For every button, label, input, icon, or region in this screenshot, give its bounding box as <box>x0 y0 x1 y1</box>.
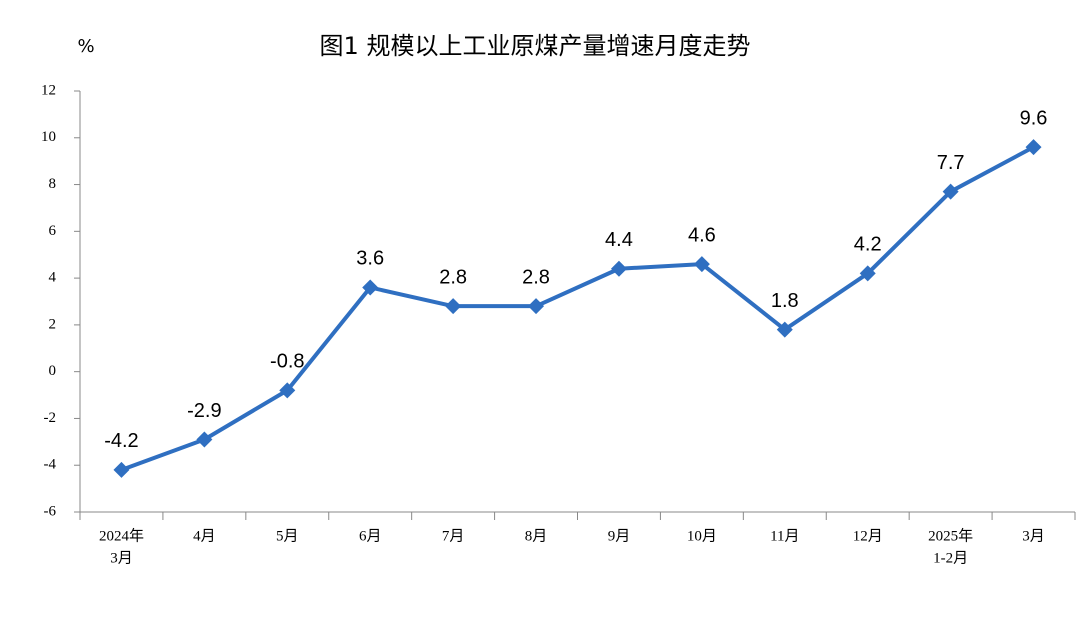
marker <box>942 183 959 200</box>
data-label: -2.9 <box>187 400 221 422</box>
chart-title: 图1 规模以上工业原煤产量增速月度走势 <box>320 32 751 60</box>
data-label: 2.8 <box>439 266 467 288</box>
x-tick-label: 10月 <box>687 528 717 544</box>
x-tick-label: 4月 <box>193 528 216 544</box>
data-label: 4.6 <box>688 224 716 246</box>
x-tick-label: 1-2月 <box>933 550 968 566</box>
data-label: 4.4 <box>605 229 633 251</box>
y-tick-label: -4 <box>44 457 57 473</box>
data-label: 3.6 <box>356 248 384 270</box>
data-label: 7.7 <box>937 152 965 174</box>
y-tick-label: 6 <box>49 223 57 239</box>
data-label: 4.2 <box>854 234 882 256</box>
marker <box>528 298 545 315</box>
marker <box>610 260 627 277</box>
marker <box>445 298 462 315</box>
x-tick-label: 2024年 <box>99 527 144 544</box>
data-label: 2.8 <box>522 266 550 288</box>
marker <box>1025 139 1042 156</box>
marker <box>196 431 213 448</box>
x-tick-label: 3月 <box>1022 528 1045 544</box>
x-tick-label: 12月 <box>853 528 883 544</box>
marker <box>113 461 130 478</box>
y-tick-label: -2 <box>44 410 57 426</box>
data-line <box>120 145 1035 472</box>
y-tick-label: -6 <box>44 503 57 519</box>
data-label: -4.2 <box>104 430 138 452</box>
y-tick-label: 4 <box>49 270 57 286</box>
marker <box>693 256 710 273</box>
x-tick-label: 3月 <box>110 550 133 566</box>
y-tick-label: 2 <box>49 316 57 332</box>
y-tick-label: 10 <box>41 129 56 145</box>
y-tick-label: 0 <box>49 363 57 379</box>
marker <box>859 265 876 282</box>
y-tick-label: 12 <box>41 82 56 98</box>
data-label: -0.8 <box>270 351 304 373</box>
x-tick-label: 7月 <box>442 528 465 544</box>
x-tick-label: 9月 <box>608 528 631 544</box>
y-unit: % <box>77 36 94 57</box>
marker <box>362 279 379 296</box>
x-tick-label: 8月 <box>525 528 548 544</box>
y-tick-label: 8 <box>49 176 57 192</box>
x-tick-label: 11月 <box>770 528 799 544</box>
marker <box>279 382 296 399</box>
x-tick-label: 5月 <box>276 528 299 544</box>
x-tick-label: 2025年 <box>928 527 973 544</box>
x-tick-label: 6月 <box>359 528 382 544</box>
data-label: 1.8 <box>771 290 799 312</box>
data-label: 9.6 <box>1020 107 1048 129</box>
marker <box>776 321 793 338</box>
